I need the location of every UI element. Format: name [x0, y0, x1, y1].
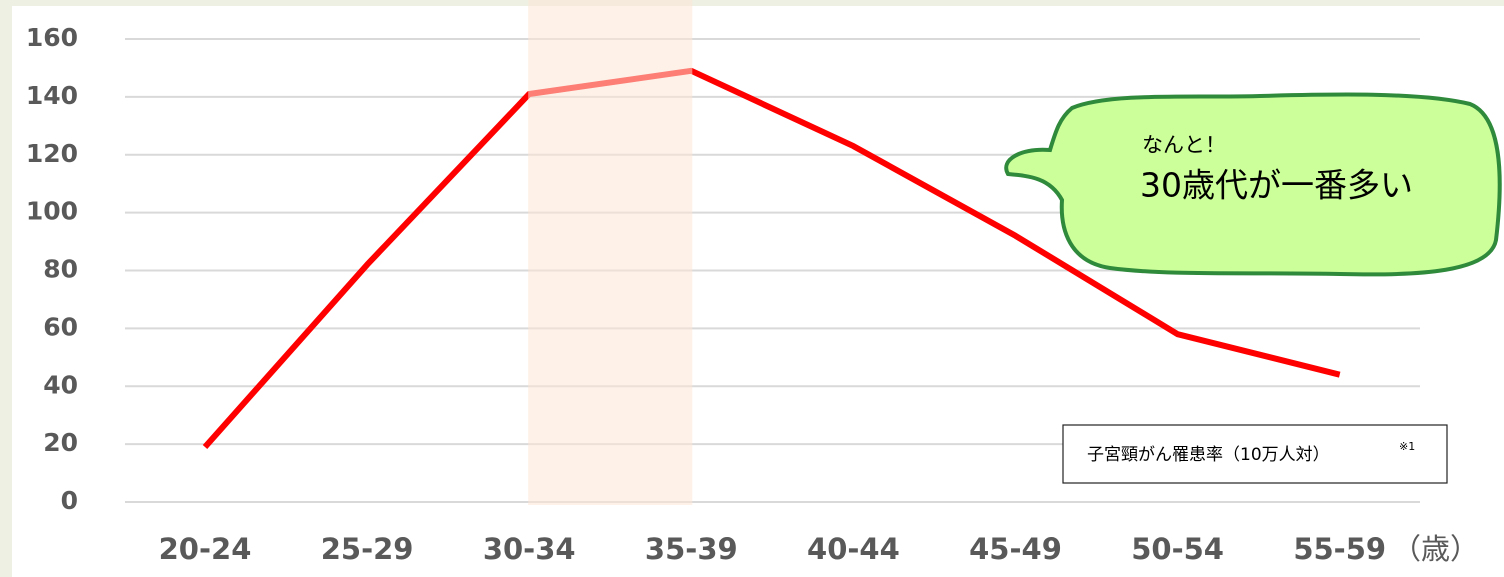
x-tick-label: 35-39 [645, 532, 738, 566]
x-tick-label: 50-54 [1131, 532, 1224, 566]
y-tick-label: 20 [43, 428, 78, 457]
y-tick-label: 40 [43, 370, 78, 399]
highlight-band [528, 0, 692, 505]
y-tick-label: 160 [26, 23, 78, 52]
x-tick-label: 20-24 [159, 532, 252, 566]
x-tick-label: 55-59 [1293, 532, 1386, 566]
background [0, 0, 1504, 577]
y-tick-label: 60 [43, 312, 78, 341]
x-tick-label: 45-49 [969, 532, 1062, 566]
y-tick-label: 100 [26, 197, 78, 226]
y-tick-label: 140 [26, 81, 78, 110]
border-left [0, 0, 12, 577]
annotation-small: なんと！ [1142, 133, 1226, 157]
y-tick-label: 0 [61, 486, 78, 515]
y-tick-label: 120 [26, 139, 78, 168]
y-tick-label: 80 [43, 255, 78, 284]
annotation-large: 30歳代が一番多い [1140, 166, 1413, 205]
x-tick-label: 40-44 [807, 532, 900, 566]
legend-note: ※1 [1399, 440, 1415, 453]
chart: 0 20 40 60 80 100 120 140 160 20-24 25-29 30-34 35-3… [0, 0, 1504, 577]
x-unit: （歳） [1392, 532, 1479, 566]
x-tick-label: 25-29 [321, 532, 414, 566]
legend-label: 子宮頸がん罹患率（10万人対） [1087, 445, 1330, 465]
x-tick-label: 30-34 [483, 532, 576, 566]
border-top [0, 0, 1504, 6]
